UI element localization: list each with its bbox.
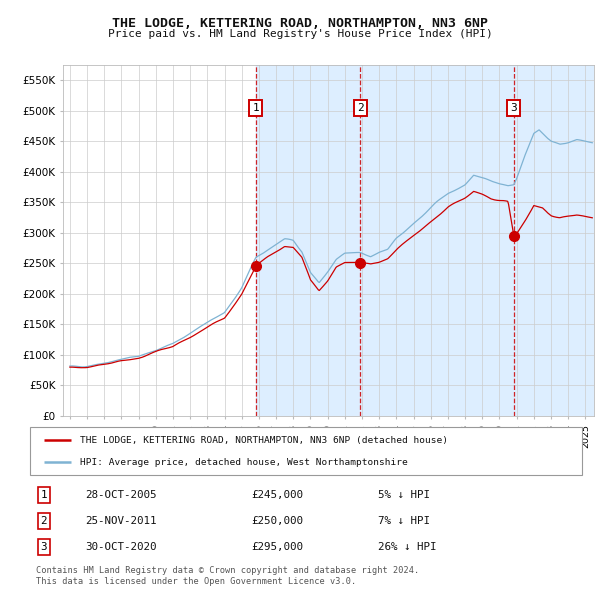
FancyBboxPatch shape xyxy=(30,427,582,475)
Text: THE LODGE, KETTERING ROAD, NORTHAMPTON, NN3 6NP (detached house): THE LODGE, KETTERING ROAD, NORTHAMPTON, … xyxy=(80,435,448,445)
Text: Contains HM Land Registry data © Crown copyright and database right 2024.: Contains HM Land Registry data © Crown c… xyxy=(36,566,419,575)
Text: 1: 1 xyxy=(253,103,259,113)
Text: 25-NOV-2011: 25-NOV-2011 xyxy=(85,516,157,526)
Text: 1: 1 xyxy=(41,490,47,500)
Text: £245,000: £245,000 xyxy=(251,490,303,500)
Text: 3: 3 xyxy=(41,542,47,552)
Text: 3: 3 xyxy=(511,103,517,113)
Text: 26% ↓ HPI: 26% ↓ HPI xyxy=(378,542,436,552)
Text: HPI: Average price, detached house, West Northamptonshire: HPI: Average price, detached house, West… xyxy=(80,458,407,467)
Text: 7% ↓ HPI: 7% ↓ HPI xyxy=(378,516,430,526)
Text: £250,000: £250,000 xyxy=(251,516,303,526)
Text: 2: 2 xyxy=(41,516,47,526)
Text: 2: 2 xyxy=(357,103,364,113)
Text: This data is licensed under the Open Government Licence v3.0.: This data is licensed under the Open Gov… xyxy=(36,577,356,586)
Text: £295,000: £295,000 xyxy=(251,542,303,552)
Text: THE LODGE, KETTERING ROAD, NORTHAMPTON, NN3 6NP: THE LODGE, KETTERING ROAD, NORTHAMPTON, … xyxy=(112,17,488,30)
Text: 28-OCT-2005: 28-OCT-2005 xyxy=(85,490,157,500)
Bar xyxy=(256,65,594,416)
Text: 30-OCT-2020: 30-OCT-2020 xyxy=(85,542,157,552)
Text: Price paid vs. HM Land Registry's House Price Index (HPI): Price paid vs. HM Land Registry's House … xyxy=(107,29,493,39)
Text: 5% ↓ HPI: 5% ↓ HPI xyxy=(378,490,430,500)
